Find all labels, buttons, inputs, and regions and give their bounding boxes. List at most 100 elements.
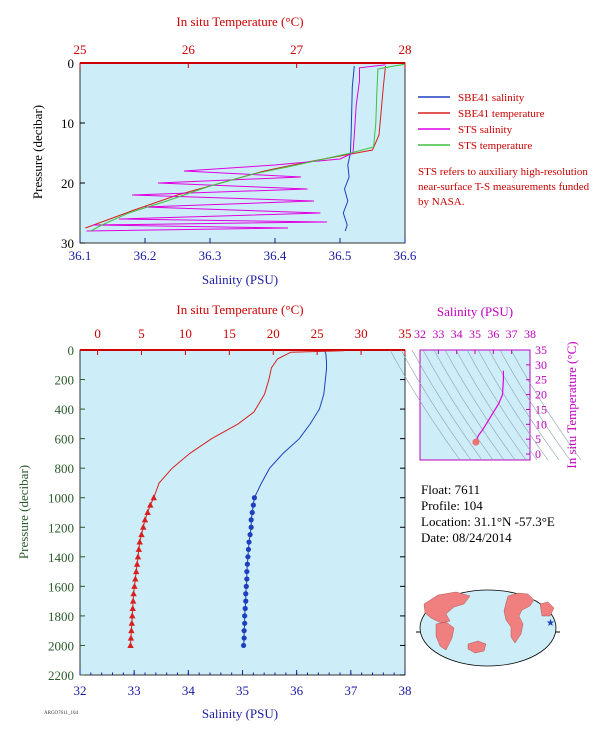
- bottom-pressure-tick-label: 1600: [48, 579, 74, 594]
- top-salinity-tick-label: 36.2: [134, 248, 157, 263]
- bottom-salinity-axis-title: Salinity (PSU): [202, 706, 278, 721]
- map-land-eurasia: [423, 591, 471, 624]
- profile-number: Profile: 104: [421, 498, 483, 513]
- ts-salinity-tick-label: 35: [469, 327, 481, 341]
- salinity-marker: [245, 554, 251, 560]
- top-salinity-tick-label: 36.3: [199, 248, 222, 263]
- legend: SBE41 salinity SBE41 temperature STS salin…: [418, 92, 545, 152]
- bottom-temperature-tick-label: 20: [267, 326, 280, 341]
- bottom-salinity-tick-label: 38: [399, 683, 412, 698]
- top-temperature-tick-label: 26: [182, 42, 196, 57]
- bottom-pressure-tick-label: 1000: [48, 491, 74, 506]
- bottom-pressure-tick-label: 200: [55, 373, 75, 388]
- isopycnal-contour: [411, 349, 483, 461]
- temperature-marker: [132, 575, 139, 582]
- ts-salinity-tick-label: 38: [524, 327, 536, 341]
- ts-salinity-tick-label: 36: [487, 327, 499, 341]
- top-temperature-tick-label: 25: [74, 42, 87, 57]
- temperature-marker: [140, 523, 147, 530]
- isopycnal-contour: [499, 349, 571, 461]
- salinity-marker: [243, 583, 249, 589]
- isopycnal-contour: [422, 349, 494, 461]
- bottom-salinity-tick-label: 37: [344, 683, 358, 698]
- temperature-marker: [133, 568, 140, 575]
- bottom-pressure-tick-label: 1800: [48, 609, 74, 624]
- top-salinity-tick-label: 36.4: [264, 248, 287, 263]
- ts-temperature-tick-label: 25: [535, 373, 547, 387]
- isopycnal-contour: [444, 349, 516, 461]
- footer-label: ARGO7611_104: [44, 711, 78, 716]
- bottom-temperature-axis-title: In situ Temperature (°C): [176, 302, 303, 317]
- panel-bottom-background: [79, 349, 406, 676]
- bottom-temperature-tick-label: 30: [355, 326, 368, 341]
- bottom-pressure-tick-label: 400: [55, 402, 75, 417]
- salinity-marker: [242, 613, 248, 619]
- legend-label: STS temperature: [458, 140, 532, 152]
- map-land-africa: [435, 621, 455, 651]
- top-pressure-tick-label: 30: [61, 236, 74, 251]
- temperature-marker: [138, 531, 145, 538]
- top-salinity-tick-label: 36.1: [69, 248, 92, 263]
- temperature-marker: [131, 582, 138, 589]
- date: Date: 08/24/2014: [421, 530, 512, 545]
- bottom-salinity-tick-label: 34: [182, 683, 196, 698]
- salinity-marker: [251, 495, 258, 501]
- map-float-position-icon: ★: [546, 618, 555, 629]
- bottom-temperature-tick-label: 5: [138, 326, 145, 341]
- top-temperature-tick-label: 27: [290, 42, 304, 57]
- location: Location: 31.1°N -57.3°E: [421, 514, 555, 529]
- bottom-temperature-tick-label: 15: [223, 326, 236, 341]
- ts-temperature-axis-title: In situ Temperature (°C): [564, 341, 579, 468]
- temperature-marker: [144, 509, 151, 515]
- ts-temperature-tick-label: 5: [535, 432, 541, 446]
- temperature-marker: [134, 553, 142, 560]
- temperature-marker: [135, 545, 143, 552]
- bottom-temperature-tick-label: 25: [311, 326, 324, 341]
- temperature-marker: [130, 590, 137, 597]
- ts-temperature-tick-label: 0: [535, 447, 541, 461]
- top-temperature-axis-title: In situ Temperature (°C): [176, 14, 303, 29]
- salinity-marker: [241, 628, 247, 634]
- temperature-marker: [129, 597, 137, 604]
- salinity-marker: [244, 561, 250, 567]
- isopycnal-contour: [400, 349, 472, 461]
- isopycnal-contour: [466, 349, 538, 461]
- bottom-pressure-tick-label: 0: [68, 343, 75, 358]
- bottom-pressure-tick-label: 600: [55, 432, 75, 447]
- salinity-marker: [244, 576, 250, 582]
- top-pressure-tick-label: 0: [68, 56, 75, 71]
- bottom-salinity-tick-label: 33: [128, 683, 141, 698]
- temperature-marker: [136, 538, 143, 545]
- salinity-marker: [246, 539, 252, 545]
- temperature-marker: [150, 494, 157, 501]
- temperature-marker: [147, 501, 154, 508]
- top-temperature-tick-label: 28: [399, 42, 412, 57]
- ts-temperature-tick-label: 15: [535, 402, 547, 416]
- bottom-temperature-tick-label: 0: [94, 326, 101, 341]
- top-salinity-axis-title: Salinity (PSU): [202, 272, 278, 287]
- isopycnal-contour: [477, 349, 549, 461]
- salinity-marker: [243, 598, 249, 604]
- map-land-australia: [467, 640, 487, 654]
- salinity-marker: [245, 546, 252, 553]
- top-pressure-tick-label: 10: [61, 116, 74, 131]
- temperature-marker: [127, 634, 135, 641]
- top-pressure-tick-label: 20: [61, 176, 74, 191]
- panel-ts: Salinity (PSU) In situ Temperature (°C) …: [389, 304, 582, 469]
- top-series-line: [86, 64, 386, 232]
- map-land-americas: [503, 592, 535, 644]
- bottom-pressure-tick-label: 2200: [48, 668, 74, 683]
- bottom-salinity-tick-label: 35: [236, 683, 249, 698]
- ts-temperature-tick-label: 20: [535, 388, 547, 402]
- bottom-pressure-tick-label: 1400: [48, 550, 74, 565]
- ts-deep-cluster-marker: [472, 438, 480, 446]
- salinity-marker: [240, 642, 247, 649]
- bottom-salinity-tick-label: 32: [74, 683, 87, 698]
- salinity-marker: [248, 524, 254, 530]
- world-map: ★: [416, 589, 560, 667]
- ts-salinity-tick-label: 34: [451, 327, 463, 341]
- ts-curve: [475, 370, 504, 443]
- bottom-pressure-tick-label: 2000: [48, 638, 74, 653]
- salinity-marker: [248, 517, 254, 523]
- ts-salinity-axis-title: Salinity (PSU): [437, 304, 513, 319]
